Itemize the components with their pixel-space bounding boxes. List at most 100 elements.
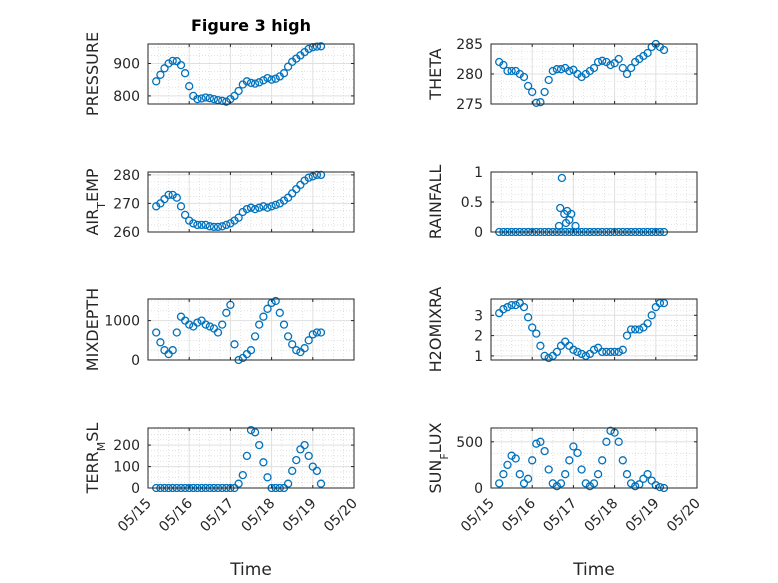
y-tick-label: 800 — [113, 89, 140, 105]
data-point — [304, 173, 313, 182]
data-point — [507, 300, 516, 310]
data-point — [556, 65, 566, 74]
subplot-theta: 275 280 285 THETA — [426, 37, 698, 113]
data-point — [316, 170, 326, 180]
data-point — [593, 470, 603, 479]
y-tick-label: 0 — [474, 225, 483, 241]
data-point — [499, 305, 508, 314]
data-point — [565, 66, 574, 76]
data-point — [548, 66, 557, 76]
data-point — [267, 75, 276, 84]
data-point — [602, 437, 611, 446]
data-point — [218, 320, 227, 329]
data-point — [659, 298, 669, 308]
data-point — [565, 456, 574, 465]
data-point — [556, 479, 566, 488]
data-point — [569, 442, 578, 451]
subplot-pressure: 800 900 PRESSURE — [83, 32, 355, 116]
x-axis-label-left: Time — [229, 560, 272, 580]
data-point — [651, 481, 660, 490]
data-point — [271, 74, 280, 83]
data-point — [234, 86, 243, 96]
data-point — [643, 470, 652, 479]
data-point — [544, 353, 553, 363]
data-point — [312, 170, 322, 180]
data-point — [185, 82, 194, 91]
data-point — [222, 220, 231, 230]
data-point — [197, 220, 206, 230]
data-point — [160, 64, 169, 73]
data-point — [614, 347, 623, 357]
data-point — [556, 341, 566, 350]
y-axis-label-main: THETA — [426, 48, 445, 100]
y-axis-label-subscript: M — [95, 442, 108, 452]
data-point — [589, 63, 599, 73]
data-point — [222, 308, 231, 317]
data-point — [552, 347, 562, 357]
tick-marks — [147, 172, 355, 233]
subplot-air_temp: 260 270 280 AIRTEMP — [83, 168, 355, 241]
data-point — [581, 479, 590, 488]
data-point — [581, 351, 590, 361]
y-axis-label-suffix: EMP — [83, 168, 102, 202]
data-point — [548, 479, 557, 488]
data-point — [598, 456, 607, 465]
data-point — [172, 193, 181, 202]
data-point — [606, 347, 615, 357]
y-axis-label-main: H2OMIXRA — [426, 287, 445, 373]
y-axis-label: SUNFLUX — [426, 422, 451, 493]
data-point — [193, 318, 202, 327]
data-point — [532, 439, 541, 448]
data-point — [152, 77, 161, 86]
y-axis-label-main: MIXDEPTH — [83, 288, 102, 371]
tick-marks — [147, 44, 355, 104]
data-point — [156, 338, 165, 347]
data-point — [503, 66, 512, 76]
tick-marks — [490, 428, 698, 489]
data-point — [569, 65, 578, 74]
data-point — [296, 180, 305, 190]
data-point — [635, 325, 644, 334]
data-point — [193, 94, 202, 104]
data-point — [589, 479, 599, 488]
data-point — [528, 323, 537, 332]
data-point — [598, 347, 607, 357]
data-point — [557, 173, 567, 183]
data-point — [614, 437, 623, 446]
data-point — [226, 219, 235, 228]
data-point — [519, 302, 529, 312]
data-point — [618, 63, 627, 73]
y-tick-label: 900 — [113, 57, 140, 73]
y-axis-label: PRESSURE — [83, 32, 102, 116]
data-point — [189, 219, 198, 228]
minor-grid — [147, 172, 355, 233]
data-point — [552, 482, 562, 491]
data-point — [519, 72, 529, 82]
data-point — [263, 473, 272, 482]
data-point — [263, 304, 272, 313]
data-point — [283, 62, 293, 71]
data-point — [556, 203, 565, 213]
tick-marks — [147, 428, 355, 489]
data-point — [230, 91, 239, 101]
data-point — [242, 77, 252, 86]
data-point — [308, 462, 317, 471]
data-point — [540, 87, 549, 97]
data-point — [511, 454, 520, 463]
data-point — [250, 204, 260, 214]
axes-box — [147, 298, 355, 361]
data-point — [271, 200, 280, 210]
data-point — [602, 347, 611, 357]
data-point — [659, 45, 669, 55]
y-tick-label: 275 — [456, 97, 483, 113]
data-points — [152, 296, 326, 364]
data-point — [279, 69, 289, 78]
data-point — [647, 476, 656, 485]
data-point — [532, 329, 541, 338]
data-point — [561, 470, 570, 479]
data-point — [622, 470, 632, 479]
data-point — [222, 97, 231, 106]
data-point — [279, 320, 289, 329]
